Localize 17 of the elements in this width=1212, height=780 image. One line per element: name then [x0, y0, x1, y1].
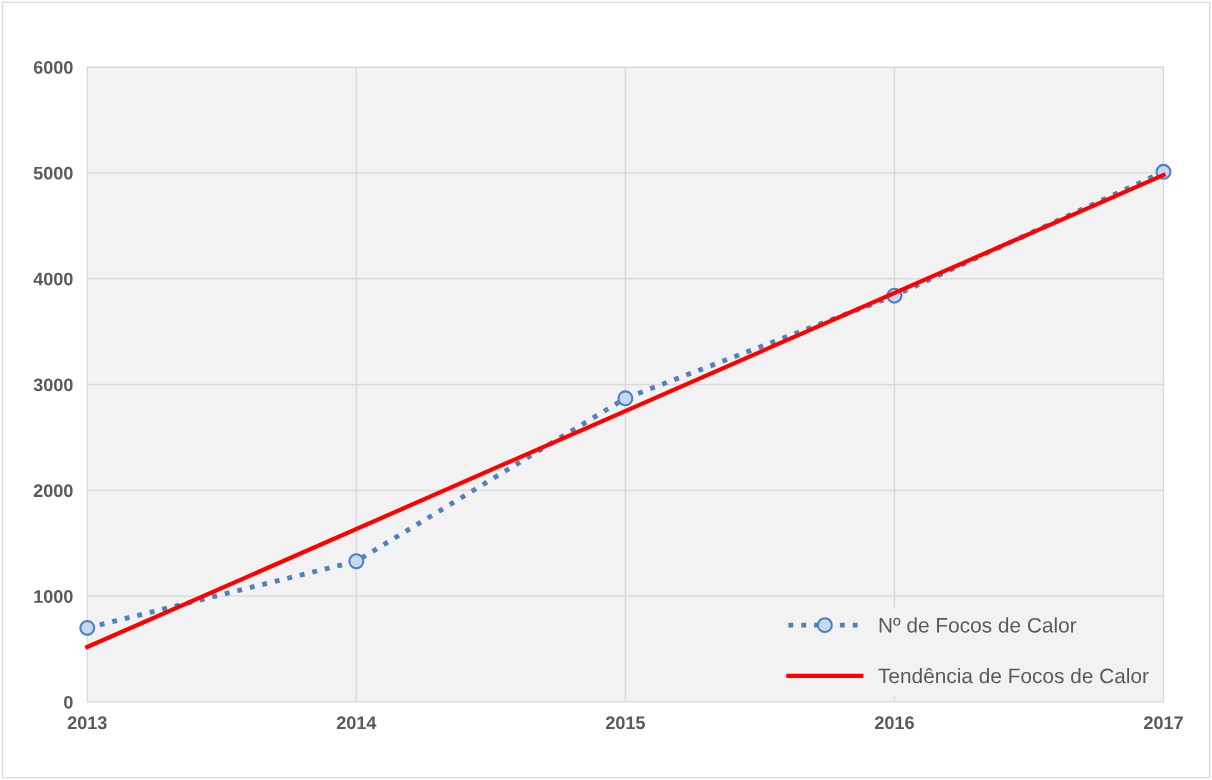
x-tick-label: 2017	[1144, 716, 1183, 730]
legend-label: Tendência de Focos de Calor	[878, 667, 1149, 684]
x-tick-label: 2013	[67, 716, 107, 730]
y-tick-label: 0	[64, 695, 73, 709]
point	[348, 553, 365, 570]
y-tick-label: 4000	[33, 272, 73, 286]
point	[79, 619, 96, 636]
y-tick-label: 3000	[33, 378, 73, 392]
point	[617, 390, 634, 407]
y-tick-label: 1000	[34, 590, 73, 603]
x-tick-label: 2016	[875, 716, 914, 730]
legend-label: Nº de Focos de Calor	[879, 617, 1077, 633]
y-tick-label: 5000	[33, 166, 73, 180]
y-tick-label: 6000	[33, 61, 73, 74]
x-tick-label: 2015	[605, 716, 645, 730]
y-tick-label: 2000	[33, 484, 73, 498]
x-tick-label: 2014	[336, 716, 377, 730]
